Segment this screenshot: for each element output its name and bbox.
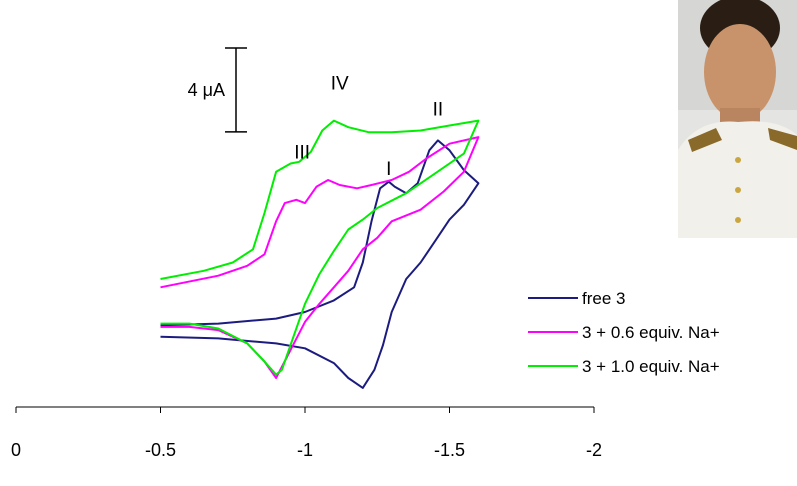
x-tick-label: -2 — [586, 440, 602, 460]
series-line-3 — [160, 119, 480, 376]
x-tick-label: -1.5 — [434, 440, 465, 460]
scale-bar-label: 4 μA — [188, 80, 225, 100]
peak-label: II — [433, 100, 444, 121]
x-tick-label: -0.5 — [145, 440, 176, 460]
peak-label: III — [294, 143, 310, 164]
plot-area — [160, 119, 480, 389]
current-scale-bar: 4 μA — [188, 47, 247, 133]
x-tick-label: -1 — [297, 440, 313, 460]
peak-label: IV — [331, 73, 349, 94]
series-line-2 — [160, 136, 480, 379]
x-tick-label: 0 — [11, 440, 21, 460]
x-axis-ticks: 0 -0.5 -1 -1.5 -2 — [11, 407, 602, 460]
legend-label: 3 + 1.0 equiv. Na+ — [582, 357, 720, 376]
legend: free 3 3 + 0.6 equiv. Na+ 3 + 1.0 equiv. N… — [528, 289, 720, 376]
legend-label: free 3 — [582, 289, 625, 308]
legend-label: 3 + 0.6 equiv. Na+ — [582, 323, 720, 342]
peak-label: I — [386, 159, 391, 180]
portrait-photo — [678, 0, 797, 238]
